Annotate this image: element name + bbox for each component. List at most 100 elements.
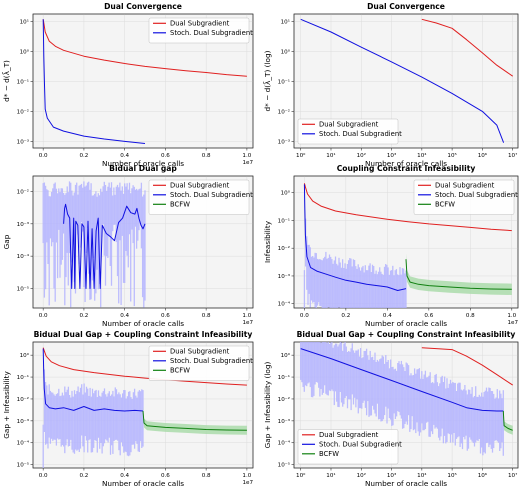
legend-box — [297, 118, 399, 145]
y-tick-label: 10⁻⁴ — [17, 440, 30, 447]
y-tick-label: 10⁰ — [281, 49, 291, 56]
y-tick-label: 10⁻⁴ — [278, 440, 291, 447]
series-layer — [300, 18, 513, 143]
y-tick-label: 10⁻² — [278, 245, 290, 252]
x-offset-label: 1e7 — [242, 160, 253, 166]
y-tick-label: 10⁰ — [281, 190, 291, 197]
legend-box — [413, 179, 515, 215]
x-offset-label: 1e7 — [242, 480, 253, 486]
chart-title: Bidual Dual Gap + Coupling Constraint In… — [34, 330, 253, 339]
y-tick-label: 10⁻⁵ — [278, 462, 290, 469]
series-line-stoch — [303, 184, 407, 291]
series-line-stoch — [42, 348, 144, 412]
plot-border — [293, 13, 519, 149]
x-tick-label: 0.6 — [161, 153, 170, 159]
legend-label: BCFW — [319, 450, 339, 458]
y-tick-label: 10⁻² — [278, 396, 290, 403]
legend-label: BCFW — [170, 201, 190, 209]
y-axis-label: Gap + Infeasibility — [2, 371, 11, 439]
legend-box — [148, 17, 250, 44]
x-offset-label: 1e7 — [507, 320, 518, 326]
x-tick-label: 0.4 — [383, 313, 392, 319]
x-tick-label: 10⁷ — [508, 472, 517, 479]
x-tick-label: 1.0 — [242, 153, 251, 159]
x-tick-label: 10³ — [387, 472, 396, 479]
y-tick-label: 10⁻² — [17, 188, 29, 195]
series-layer — [42, 181, 146, 308]
x-offset-label: 1e7 — [242, 320, 253, 326]
series-line-dual — [42, 347, 247, 386]
x-tick-label: 1.0 — [507, 313, 516, 319]
legend-label: Stoch. Dual Subgradient — [319, 441, 402, 449]
x-tick-label: 10³ — [387, 152, 396, 159]
x-tick-label: 10⁰ — [296, 472, 306, 479]
x-tick-label: 10² — [357, 152, 366, 159]
x-tick-label: 0.8 — [202, 473, 211, 479]
y-axis-label: d* − d(λ̄_T) (log) — [263, 50, 272, 111]
x-tick-label: 0.6 — [161, 473, 170, 479]
y-tick-label: 10⁻¹ — [17, 79, 29, 86]
y-tick-label: 10⁻³ — [278, 138, 290, 145]
chart-panel: 0.0 0.2 0.4 0.6 0.8 1.0 10⁻³ 10⁻² 10⁻¹ 10⁰ 10¹ Dual… — [2, 2, 254, 168]
x-tick-label: 0.2 — [79, 153, 88, 159]
plot-border — [293, 341, 519, 469]
plot-border — [32, 341, 254, 469]
x-tick-label: 0.0 — [300, 313, 309, 319]
y-tick-label: 10⁻³ — [278, 418, 290, 425]
legend-label: Dual Subgradient — [170, 182, 230, 190]
x-tick-label: 0.4 — [120, 473, 129, 479]
chart-title: Bidual Dual gap — [109, 164, 177, 173]
x-axis-label: Number of oracle calls — [102, 479, 184, 488]
y-axis-label: Gap — [2, 234, 11, 249]
y-tick-label: 10⁻² — [17, 396, 29, 403]
y-axis-label: Infeasibility — [263, 220, 272, 263]
legend-label: BCFW — [435, 201, 455, 209]
x-axis-label: Number of oracle calls — [365, 319, 447, 328]
chart-title: Coupling Constraint Infeasibility — [337, 164, 476, 173]
plot-border — [32, 13, 254, 149]
legend-label: Dual Subgradient — [170, 20, 230, 28]
legend-box — [297, 429, 399, 465]
y-tick-label: 10⁻¹ — [17, 374, 29, 381]
x-tick-label: 10⁰ — [296, 152, 306, 159]
x-axis-label: Number of oracle calls — [365, 479, 447, 488]
x-tick-label: 10¹ — [326, 152, 335, 159]
x-axis-label: Number of oracle calls — [102, 319, 184, 328]
x-axis-label: Number of oracle calls — [365, 159, 447, 168]
chart-title: Bidual Dual Gap + Coupling Constraint In… — [297, 330, 516, 339]
y-axis-label: Gap + Infeasibility (log) — [263, 362, 272, 449]
plot-border — [32, 175, 254, 309]
chart-panel: 0.0 0.2 0.4 0.6 0.8 1.0 10⁻⁴ 10⁻³ 10⁻² 10⁻¹ 10⁰ Cou… — [263, 164, 518, 328]
legend-box — [148, 345, 250, 381]
y-tick-label: 10⁰ — [20, 352, 30, 359]
x-tick-label: 0.4 — [120, 153, 129, 159]
x-tick-label: 0.0 — [39, 313, 48, 319]
chart-panel: 0.0 0.2 0.4 0.6 0.8 1.0 10⁻⁵ 10⁻⁴ 10⁻³ 10⁻² Bidual… — [2, 164, 253, 328]
series-line-stoch — [300, 348, 504, 412]
bcfw-variance-band — [406, 253, 512, 295]
x-tick-label: 1.0 — [242, 473, 251, 479]
x-tick-label: 10⁵ — [447, 472, 456, 479]
y-tick-label: 10⁻¹ — [278, 374, 290, 381]
x-tick-label: 0.6 — [424, 313, 433, 319]
x-tick-label: 10⁶ — [478, 152, 488, 159]
x-tick-label: 0.2 — [79, 313, 88, 319]
y-tick-label: 10⁻¹ — [278, 217, 290, 224]
x-tick-label: 10⁵ — [447, 152, 456, 159]
series-line-dual — [303, 183, 512, 232]
legend-label: Stoch. Dual Subgradient — [319, 130, 402, 138]
x-tick-label: 10⁷ — [508, 152, 517, 159]
x-tick-label: 0.4 — [120, 313, 129, 319]
legend-label: Stoch. Dual Subgradient — [435, 191, 518, 199]
legend-label: Stoch. Dual Subgradient — [170, 29, 253, 37]
chart-panel: 10⁰ 10¹ 10² 10³ 10⁴ 10⁵ 10⁶ 10⁷ 10⁻³ 10⁻² 10⁻¹ 10⁰ 1… — [263, 2, 519, 168]
chart-panel: 10⁰ 10¹ 10² 10³ 10⁴ 10⁵ 10⁶ 10⁷ 10⁻⁵ 10⁻⁴ 10⁻³ 10⁻²… — [263, 330, 519, 488]
x-tick-label: 10² — [357, 472, 366, 479]
legend-label: Stoch. Dual Subgradient — [170, 357, 253, 365]
